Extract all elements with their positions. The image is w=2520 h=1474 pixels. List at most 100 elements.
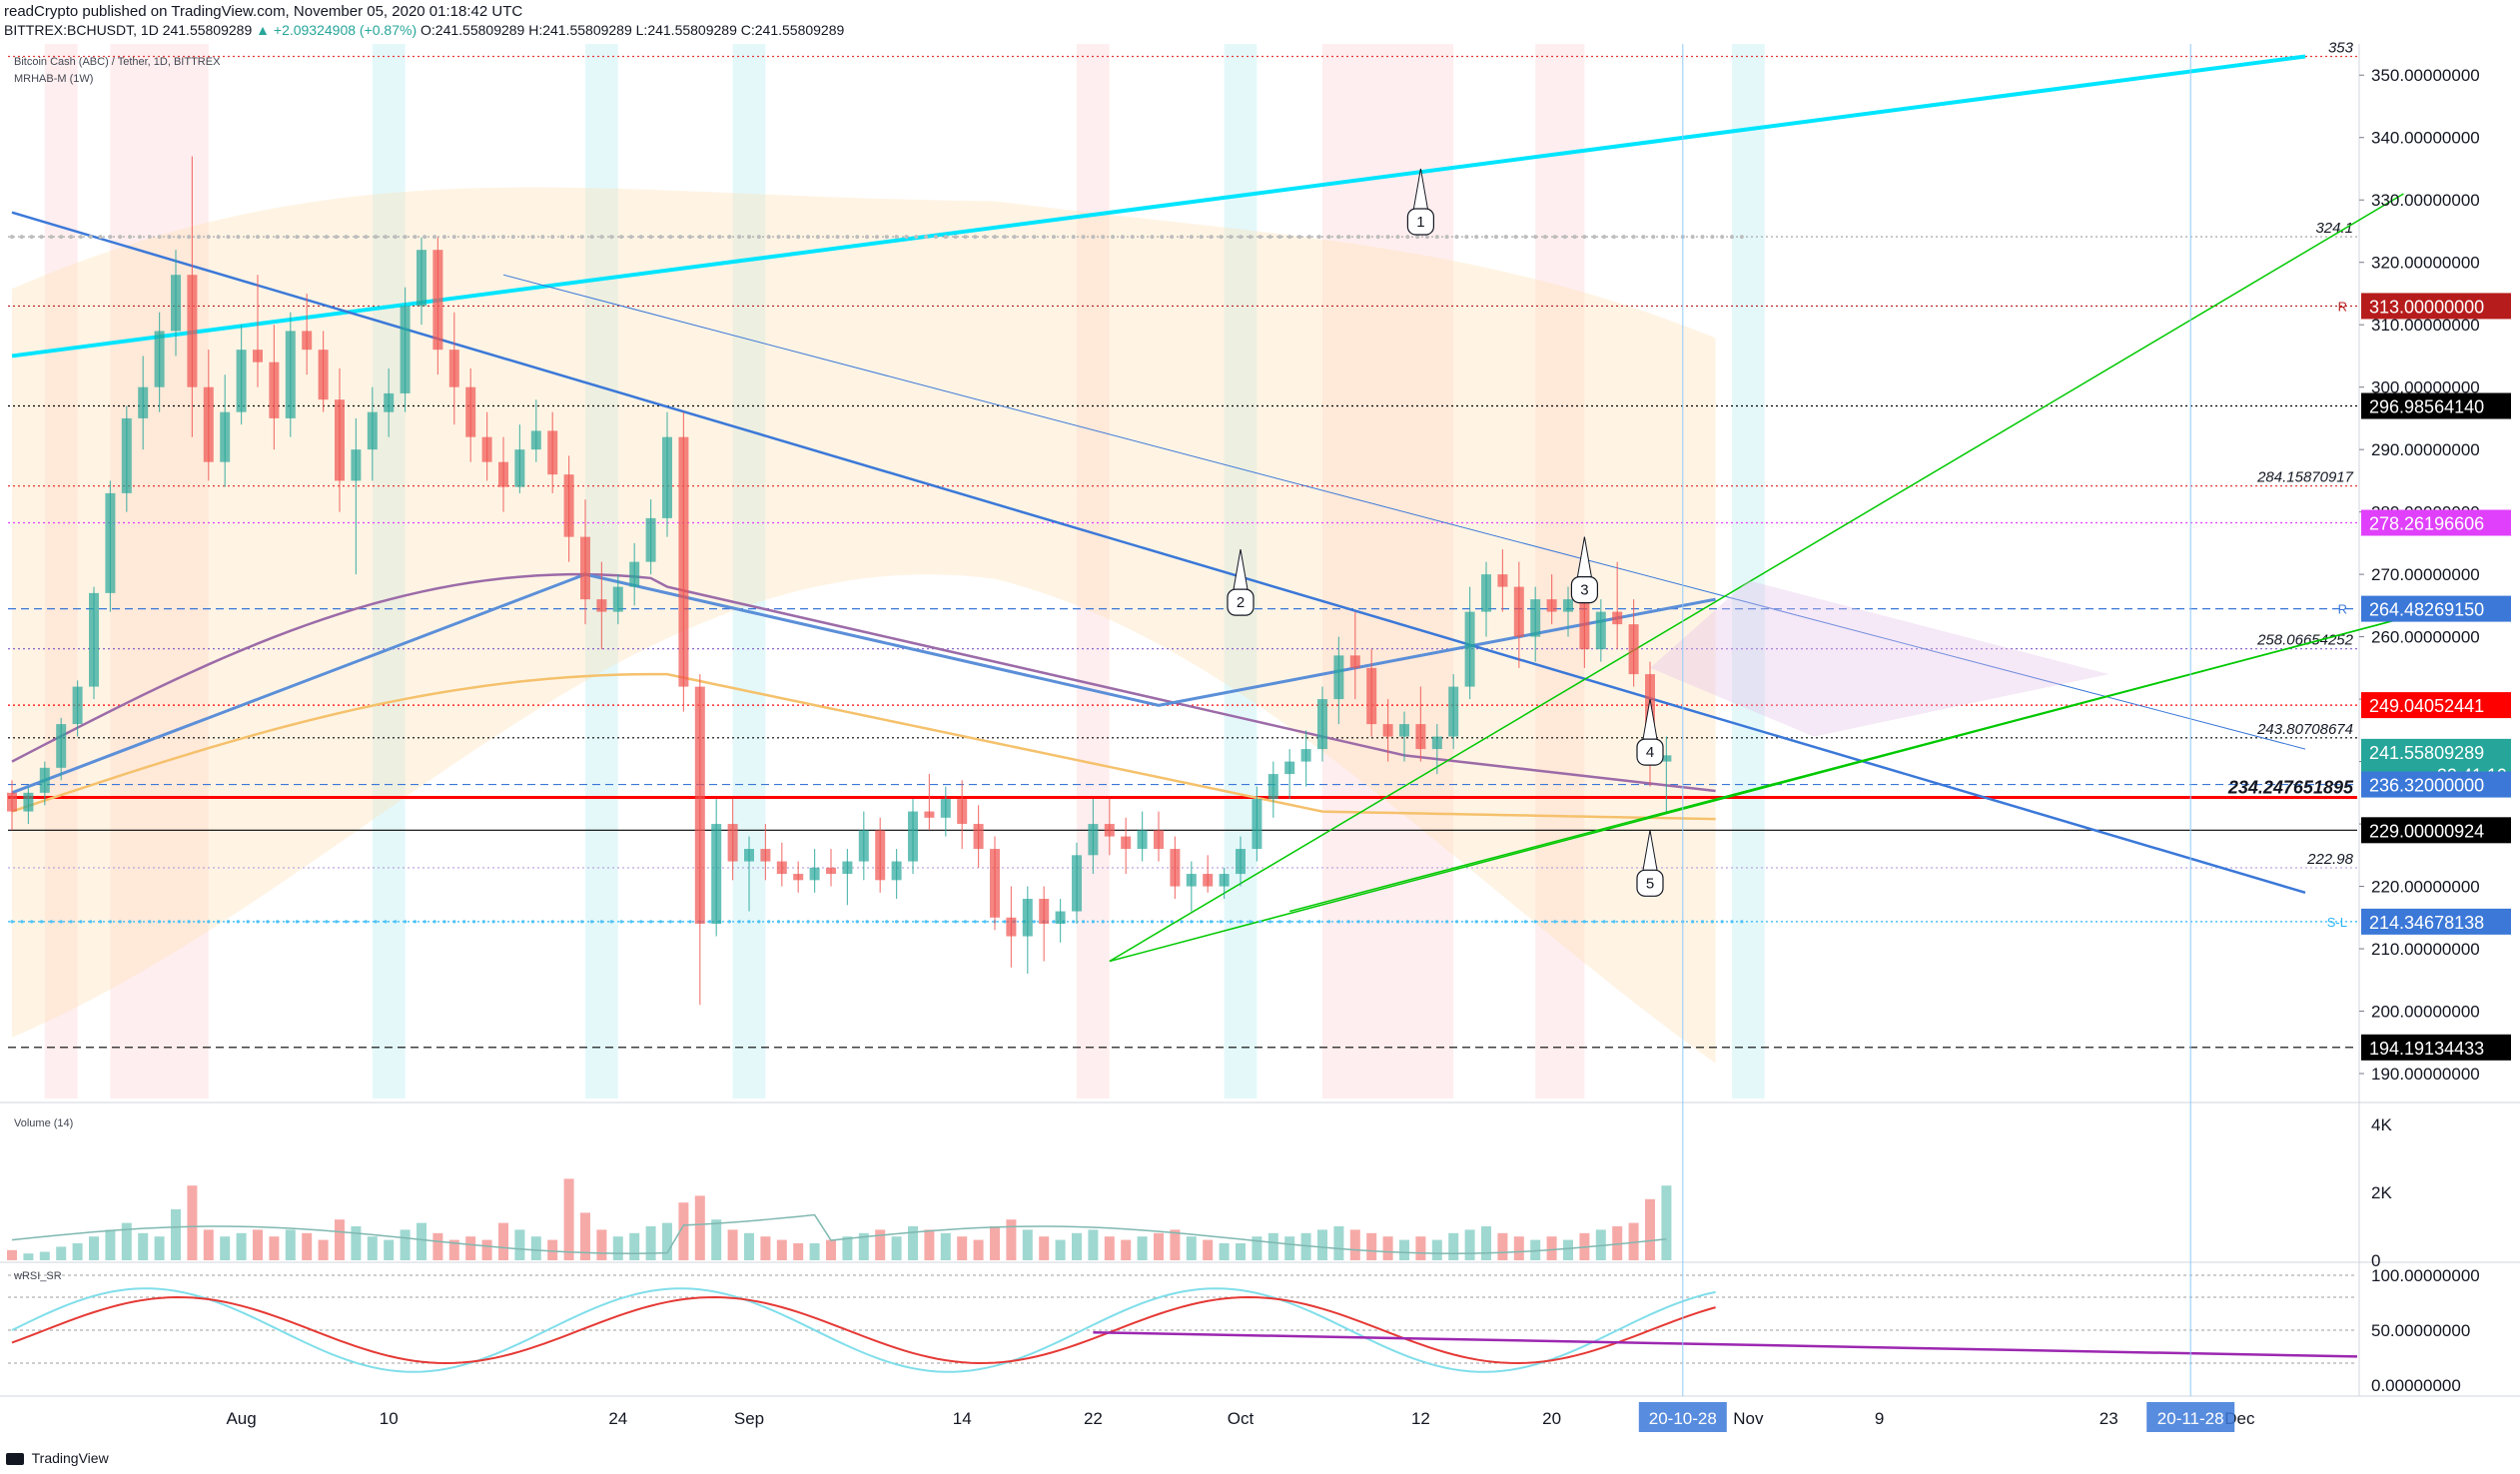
volume-bar [530,1236,541,1260]
dotted-level [491,235,496,240]
dotted-level [158,920,162,924]
dotted-level [1730,920,1734,924]
candle-body [678,436,689,687]
dotted-level [344,235,349,240]
candle-body [105,492,116,593]
dotted-level [1385,235,1390,240]
legend-indicator[interactable]: MRHAB-M (1W) [14,73,94,85]
time-tick-label: 9 [1875,1409,1884,1428]
volume-bar [1415,1236,1426,1260]
highlight-zone [372,44,406,1099]
dotted-level [727,920,731,924]
volume-pane-label[interactable]: Volume (14) [14,1117,74,1129]
candle-body [858,830,869,862]
volume-bar [138,1232,149,1260]
dotted-level [1720,235,1725,240]
rsi-pane-label[interactable]: wRSI_SR [14,1270,62,1282]
price-tick-label: 300.00000000 [2371,378,2480,397]
dotted-level [29,235,34,240]
dotted-level [20,920,24,924]
dotted-level [481,920,485,924]
candle-body [1333,655,1344,700]
ma-line-purple [11,572,1716,793]
dotted-level [1160,235,1165,240]
dotted-level [206,235,211,240]
dotted-level [1180,920,1184,924]
dotted-level [1582,235,1587,240]
dotted-level [776,920,781,924]
dotted-level [1592,920,1596,924]
volume-bar [187,1185,198,1260]
dotted-level [1189,235,1194,240]
rsi-tick-label: 50.00000000 [2371,1321,2470,1340]
dotted-level [1239,235,1243,240]
dotted-level [344,920,349,924]
volume-bar [580,1212,590,1260]
dotted-level [404,920,408,924]
dotted-level [246,920,250,924]
dotted-level [1690,235,1695,240]
candle-body [1464,611,1475,687]
level-label: 284.15870917 [2256,469,2354,486]
dotted-level [639,920,643,924]
dotted-level [275,235,280,240]
dotted-level [236,920,240,924]
tradingview-logo[interactable]: TradingView [6,1450,109,1466]
candle-body [793,874,804,881]
rsi-line [11,1287,1716,1373]
time-tick-label: 22 [1084,1409,1103,1428]
dotted-level [589,235,594,240]
volume-bar [760,1236,771,1260]
callout-1: 1 [1406,168,1435,236]
candle-body [384,392,395,412]
dotted-level [471,235,476,240]
candle-body [23,792,34,812]
volume-bar [678,1202,689,1260]
dotted-level [1641,235,1646,240]
dotted-level [1316,235,1321,240]
dotted-level [1071,235,1076,240]
dotted-level [560,235,565,240]
callout-5: 5 [1636,830,1664,897]
candle-body [1039,899,1050,925]
dotted-level [658,235,663,240]
axis-tag-label: 194.19134433 [2369,1039,2484,1059]
dotted-level [1572,920,1577,924]
time-tick-label: Nov [1733,1409,1764,1428]
dotted-level [422,235,427,240]
volume-bar [793,1243,804,1260]
dotted-level [786,235,791,240]
dotted-level [481,235,486,240]
dotted-level [393,235,398,240]
dotted-level [796,235,801,240]
candle-body [727,824,738,862]
dotted-level [236,235,241,240]
dotted-level [1346,235,1351,240]
dotted-level [265,235,270,240]
dotted-level [521,920,525,924]
dotted-level [394,920,398,924]
dotted-level [1081,235,1086,240]
candle-body [1481,574,1491,612]
axis-tag-label: 296.98564140 [2369,397,2484,417]
candle-body [1546,599,1557,612]
callout-label: 4 [1646,744,1654,761]
volume-bar [563,1178,574,1260]
dotted-level [364,235,369,240]
dotted-level [217,920,221,924]
candle-body [417,250,426,307]
dotted-level [1661,235,1666,240]
time-tick-label: 10 [380,1409,399,1428]
dotted-level [1209,920,1214,924]
candle-body [498,461,508,487]
dotted-level [1287,920,1291,924]
dotted-level [1012,235,1017,240]
dotted-level [461,235,466,240]
volume-bar [1088,1229,1099,1260]
candle-body [481,436,492,462]
ohlc-values: O:241.55809289 H:241.55809289 L:241.5580… [420,22,845,38]
dotted-level [1415,920,1419,924]
candle-body [530,430,541,450]
candle-body [563,474,574,537]
